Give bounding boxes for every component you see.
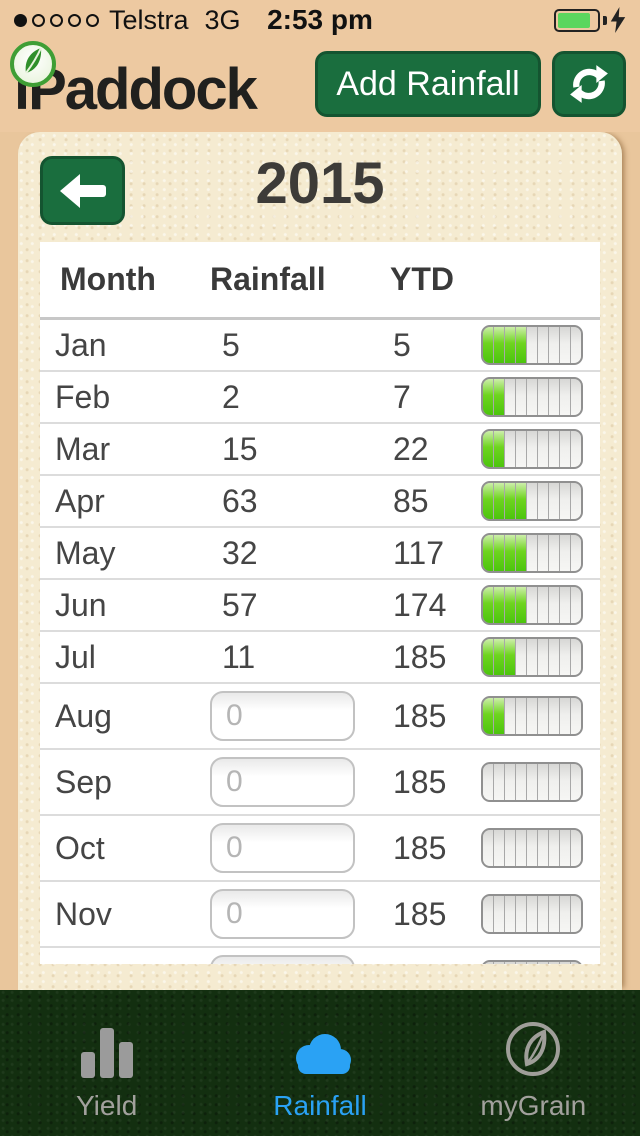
table-row: Aug 185 xyxy=(40,684,600,750)
ytd-value: 185 xyxy=(393,697,447,734)
month-label: Jul xyxy=(55,638,96,675)
clock-label: 2:53 pm xyxy=(267,4,373,35)
table-row: Jan 5 5 xyxy=(40,320,600,372)
ytd-value: 185 xyxy=(393,638,447,675)
leaf-circle-icon xyxy=(506,1022,561,1076)
rainfall-value: 32 xyxy=(222,534,258,571)
page-title: 2015 xyxy=(255,151,385,216)
ytd-value: 185 xyxy=(393,895,447,932)
month-label: Nov xyxy=(55,895,112,932)
table-row: Nov 185 xyxy=(40,882,600,948)
status-bar: Telstra 3G 2:53 pm xyxy=(0,0,640,40)
tab-label: Yield xyxy=(76,1090,138,1121)
rainfall-input[interactable] xyxy=(210,823,355,873)
rainfall-input[interactable] xyxy=(210,691,355,741)
ytd-value: 174 xyxy=(393,586,447,623)
ytd-value: 185 xyxy=(393,829,447,866)
ytd-value: 22 xyxy=(393,430,429,467)
month-label: Aug xyxy=(55,697,112,734)
ytd-value: 7 xyxy=(393,378,411,415)
leaf-icon xyxy=(10,41,56,87)
rainfall-level-indicator xyxy=(481,762,583,802)
signal-dot xyxy=(50,13,63,27)
refresh-arrows-icon xyxy=(570,65,608,103)
month-label: Sep xyxy=(55,763,112,800)
rainfall-level-indicator xyxy=(481,894,583,934)
battery-icon xyxy=(554,7,626,33)
rainfall-value: 15 xyxy=(222,430,258,467)
rainfall-value: 5 xyxy=(222,326,240,363)
month-label: Feb xyxy=(55,378,111,415)
table-row xyxy=(40,948,600,964)
rainfall-level-indicator xyxy=(481,960,583,964)
table-header: Month Rainfall YTD xyxy=(40,242,600,320)
rainfall-level-indicator xyxy=(481,585,583,625)
signal-strength-icon xyxy=(14,13,99,27)
rainfall-level-indicator xyxy=(481,325,583,365)
table-body: Jan 5 5 Feb 2 7 Mar 15 22 Apr 63 85 May 32 117 Jun 57 174… xyxy=(40,320,600,964)
month-label: Jun xyxy=(55,586,107,623)
table-row: Apr 63 85 xyxy=(40,476,600,528)
rainfall-input[interactable] xyxy=(210,757,355,807)
rainfall-input[interactable] xyxy=(210,955,355,964)
app-logo: iPaddock xyxy=(10,41,258,119)
year-card: 2015 Month Rainfall YTD Jan 5 5 Feb 2 7 Mar 15 2… xyxy=(18,132,622,990)
table-row: Jul 11 185 xyxy=(40,632,600,684)
rainfall-value: 57 xyxy=(222,586,258,623)
rainfall-value: 2 xyxy=(222,378,240,415)
rainfall-level-indicator xyxy=(481,481,583,521)
month-label: Mar xyxy=(55,430,111,467)
app-header: iPaddock Add Rainfall xyxy=(0,40,640,132)
rainfall-level-indicator xyxy=(481,637,583,677)
rainfall-value: 11 xyxy=(222,638,256,675)
ytd-value: 85 xyxy=(393,482,429,519)
rainfall-value: 63 xyxy=(222,482,258,519)
signal-dot xyxy=(68,13,81,27)
cloud-icon xyxy=(295,1034,351,1074)
ytd-value: 5 xyxy=(393,326,411,363)
signal-dot xyxy=(14,13,27,27)
rainfall-level-indicator xyxy=(481,696,583,736)
add-rainfall-button[interactable]: Add Rainfall xyxy=(315,51,541,117)
charging-bolt-icon xyxy=(610,7,626,33)
month-label: May xyxy=(55,534,116,571)
rainfall-table: Month Rainfall YTD Jan 5 5 Feb 2 7 Mar 15 22 Apr 6… xyxy=(40,242,600,964)
month-label: Oct xyxy=(55,829,105,866)
month-label: Apr xyxy=(55,482,105,519)
table-row: May 32 117 xyxy=(40,528,600,580)
tab-yield[interactable]: Yield xyxy=(0,990,213,1136)
tab-label: myGrain xyxy=(480,1090,587,1121)
column-header-ytd: YTD xyxy=(390,261,454,297)
table-row: Sep 185 xyxy=(40,750,600,816)
main-content: 2015 Month Rainfall YTD Jan 5 5 Feb 2 7 Mar 15 2… xyxy=(0,132,640,990)
table-row: Mar 15 22 xyxy=(40,424,600,476)
rainfall-level-indicator xyxy=(481,533,583,573)
column-header-rainfall: Rainfall xyxy=(210,261,326,297)
tab-label: Rainfall xyxy=(273,1090,367,1121)
month-label: Jan xyxy=(55,326,107,363)
tab-bar: Yield Rainfall myGrain xyxy=(0,990,640,1136)
table-row: Oct 185 xyxy=(40,816,600,882)
back-button[interactable] xyxy=(40,156,125,225)
refresh-button[interactable] xyxy=(552,51,626,117)
rainfall-level-indicator xyxy=(481,429,583,469)
left-arrow-icon xyxy=(59,173,106,208)
rainfall-level-indicator xyxy=(481,828,583,868)
column-header-month: Month xyxy=(60,261,156,297)
ytd-value: 117 xyxy=(393,534,445,571)
signal-dot xyxy=(86,13,99,27)
tab-mygrain[interactable]: myGrain xyxy=(427,990,640,1136)
signal-dot xyxy=(32,13,45,27)
table-row: Jun 57 174 xyxy=(40,580,600,632)
table-row: Feb 2 7 xyxy=(40,372,600,424)
tab-rainfall[interactable]: Rainfall xyxy=(213,990,426,1136)
rainfall-level-indicator xyxy=(481,377,583,417)
ytd-value: 185 xyxy=(393,763,447,800)
network-type-label: 3G xyxy=(204,4,241,35)
rainfall-input[interactable] xyxy=(210,889,355,939)
bar-chart-icon xyxy=(80,1028,133,1078)
carrier-label: Telstra xyxy=(109,4,189,35)
